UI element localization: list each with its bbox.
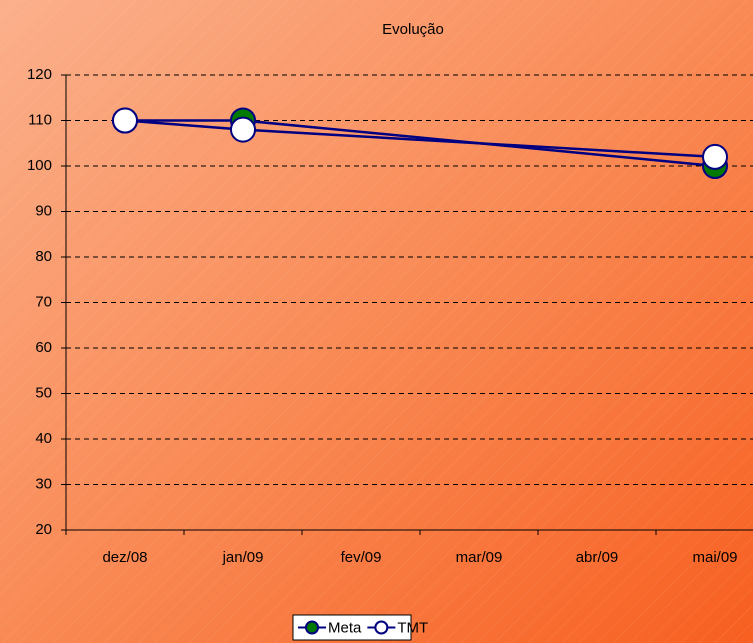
y-tick-label: 60 bbox=[35, 339, 52, 356]
legend-label: TMT bbox=[397, 619, 428, 636]
data-point bbox=[112, 107, 138, 134]
x-tick-label: fev/09 bbox=[341, 549, 382, 566]
legend-marker bbox=[305, 620, 319, 635]
series-line bbox=[242, 128, 716, 159]
y-tick-label: 70 bbox=[35, 293, 52, 310]
y-tick-label: 30 bbox=[35, 475, 52, 492]
y-tick-label: 40 bbox=[35, 430, 52, 447]
y-tick-label: 20 bbox=[35, 521, 52, 538]
x-tick-label: mai/09 bbox=[692, 549, 737, 566]
chart-title: Evolução bbox=[382, 21, 444, 38]
y-tick-label: 50 bbox=[35, 384, 52, 401]
y-tick-label: 120 bbox=[27, 66, 52, 83]
y-tick-label: 80 bbox=[35, 248, 52, 265]
legend-label: Meta bbox=[328, 619, 362, 636]
x-tick-label: jan/09 bbox=[222, 549, 264, 566]
legend-marker bbox=[374, 620, 389, 635]
y-tick-label: 110 bbox=[28, 111, 52, 128]
x-tick-label: dez/08 bbox=[102, 549, 147, 566]
y-tick-label: 100 bbox=[27, 157, 52, 174]
x-tick-label: mar/09 bbox=[456, 549, 503, 566]
data-point bbox=[230, 116, 256, 143]
x-tick-label: abr/09 bbox=[576, 549, 619, 566]
y-tick-label: 90 bbox=[35, 202, 52, 219]
data-point bbox=[702, 143, 728, 170]
series-line bbox=[124, 119, 244, 131]
